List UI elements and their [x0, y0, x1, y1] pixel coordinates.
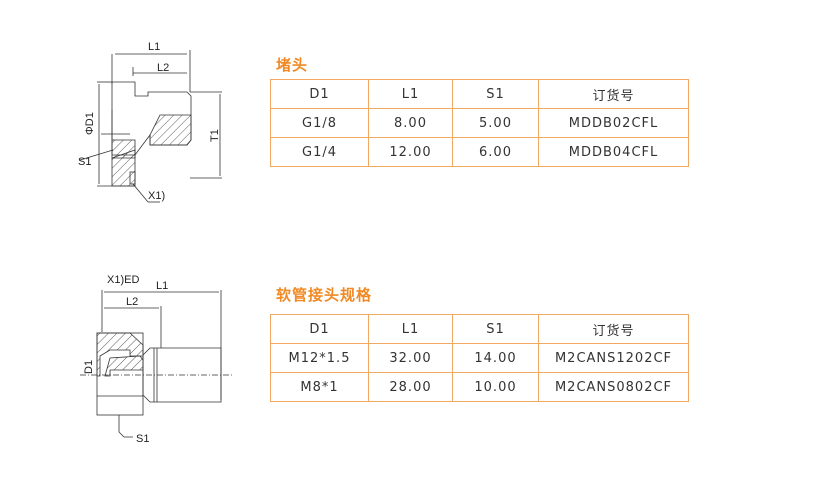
cell: M2CANS1202CF	[538, 343, 689, 373]
label-d1: ΦD1	[84, 112, 96, 135]
label-s1: S1	[136, 433, 149, 445]
cell: MDDB04CFL	[538, 137, 689, 167]
label-l2: L2	[157, 62, 169, 74]
table-row: G1/8 8.00 5.00 MDDB02CFL	[270, 108, 689, 138]
label-x1-ed: X1)ED	[107, 274, 139, 286]
label-l2: L2	[126, 296, 138, 308]
table-row: G1/4 12.00 6.00 MDDB04CFL	[270, 137, 689, 167]
cell: 6.00	[452, 137, 539, 167]
table-row: M12*1.5 32.00 14.00 M2CANS1202CF	[270, 343, 689, 373]
table-header-row: D1 L1 S1 订货号	[270, 79, 689, 109]
plug-drawing	[79, 50, 222, 203]
header-cell: D1	[270, 314, 369, 344]
cell: G1/8	[270, 108, 369, 138]
header-cell: 订货号	[538, 314, 689, 344]
cell: G1/4	[270, 137, 369, 167]
header-cell: S1	[452, 79, 539, 109]
cell: 28.00	[368, 372, 453, 402]
cell: 5.00	[452, 108, 539, 138]
header-cell: L1	[368, 314, 453, 344]
label-l1: L1	[148, 41, 160, 53]
cell: M8*1	[270, 372, 369, 402]
cell: MDDB02CFL	[538, 108, 689, 138]
cell: 14.00	[452, 343, 539, 373]
header-cell: S1	[452, 314, 539, 344]
hose-fitting-spec-table: D1 L1 S1 订货号 M12*1.5 32.00 14.00 M2CANS1202CF …	[270, 314, 689, 402]
table-header-row: D1 L1 S1 订货号	[270, 314, 689, 344]
section-title-plug: 堵头	[276, 56, 309, 74]
label-s1: S1	[78, 156, 91, 168]
label-t1: T1	[209, 129, 221, 142]
cell: 8.00	[368, 108, 453, 138]
cell: 10.00	[452, 372, 539, 402]
cell: M2CANS0802CF	[538, 372, 689, 402]
section-title-hose-fitting: 软管接头规格	[276, 286, 373, 304]
hose-fitting-drawing	[80, 290, 232, 438]
cell: 32.00	[368, 343, 453, 373]
cell: M12*1.5	[270, 343, 369, 373]
table-row: M8*1 28.00 10.00 M2CANS0802CF	[270, 372, 689, 402]
header-cell: L1	[368, 79, 453, 109]
cell: 12.00	[368, 137, 453, 167]
label-x1: X1)	[148, 190, 165, 202]
header-cell: 订货号	[538, 79, 689, 109]
header-cell: D1	[270, 79, 369, 109]
plug-spec-table: D1 L1 S1 订货号 G1/8 8.00 5.00 MDDB02CFL G1/4 12.0…	[270, 79, 689, 167]
label-l1: L1	[156, 280, 168, 292]
label-d1: D1	[83, 360, 95, 374]
